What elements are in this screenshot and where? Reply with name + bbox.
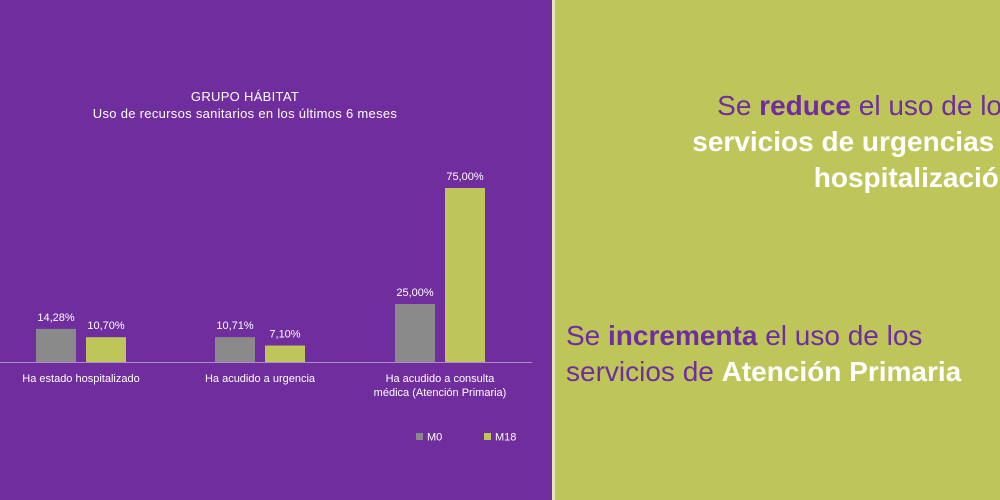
data-label: 14,28% <box>37 312 75 324</box>
data-label: 10,70% <box>87 320 125 332</box>
data-label: 10,71% <box>216 320 254 332</box>
increase-line2-pre: servicios de <box>566 356 722 387</box>
chart-title: GRUPO HÁBITAT <box>190 89 300 104</box>
reduce-line1-post: el uso de los <box>851 90 1000 121</box>
legend-swatch-m0 <box>416 433 423 440</box>
message-panel: Se reduce el uso de los servicios de urg… <box>554 0 1000 500</box>
reduce-message: Se reduce el uso de los servicios de urg… <box>692 88 1000 196</box>
bar-m0-2 <box>395 304 435 362</box>
reduce-message-line-2: servicios de urgencias y <box>692 124 1000 160</box>
hospitalizacion-text: hospitalización <box>813 162 1000 193</box>
increase-keyword: incrementa <box>608 320 758 351</box>
panel-divider <box>552 0 555 500</box>
reduce-keyword: reduce <box>759 90 851 121</box>
conjunction-y: y <box>994 126 1000 157</box>
category-label: Ha acudido a urgencia <box>205 373 316 385</box>
data-label: 75,00% <box>446 171 484 183</box>
increase-message-line-1: Se incrementa el uso de los <box>566 318 961 354</box>
legend-swatch-m18 <box>484 433 491 440</box>
category-label: Ha acudido a consulta <box>386 373 496 385</box>
reduce-line1-pre: Se <box>717 90 760 121</box>
bar-chart: 14,28% 10,70% Ha estado hospitalizado 10,71… <box>0 171 532 444</box>
data-label: 7,10% <box>269 329 300 341</box>
category-label: Ha estado hospitalizado <box>22 373 139 385</box>
data-label: 25,00% <box>396 287 434 299</box>
increase-message: Se incrementa el uso de los servicios de… <box>566 318 961 390</box>
increase-line1-post: el uso de los <box>757 320 923 351</box>
reduce-message-line-3: hospitalización <box>692 160 1000 196</box>
bar-m18-0 <box>86 337 126 362</box>
urgencias-text: servicios de urgencias <box>692 126 995 157</box>
reduce-message-line-1: Se reduce el uso de los <box>692 88 1000 124</box>
bar-m0-1 <box>215 337 255 362</box>
legend-label: M18 <box>495 432 516 444</box>
increase-line1-pre: Se <box>566 320 609 351</box>
chart-subtitle: Uso de recursos sanitarios en los último… <box>92 106 398 121</box>
increase-message-line-2: servicios de Atención Primaria <box>566 354 961 390</box>
legend-label: M0 <box>427 432 442 444</box>
bar-m18-1 <box>265 345 305 362</box>
atencion-primaria-text: Atención Primaria <box>721 356 962 387</box>
bar-m18-2 <box>445 188 485 362</box>
category-label: médica (Atención Primaria) <box>374 387 507 399</box>
bar-m0-0 <box>36 328 76 362</box>
